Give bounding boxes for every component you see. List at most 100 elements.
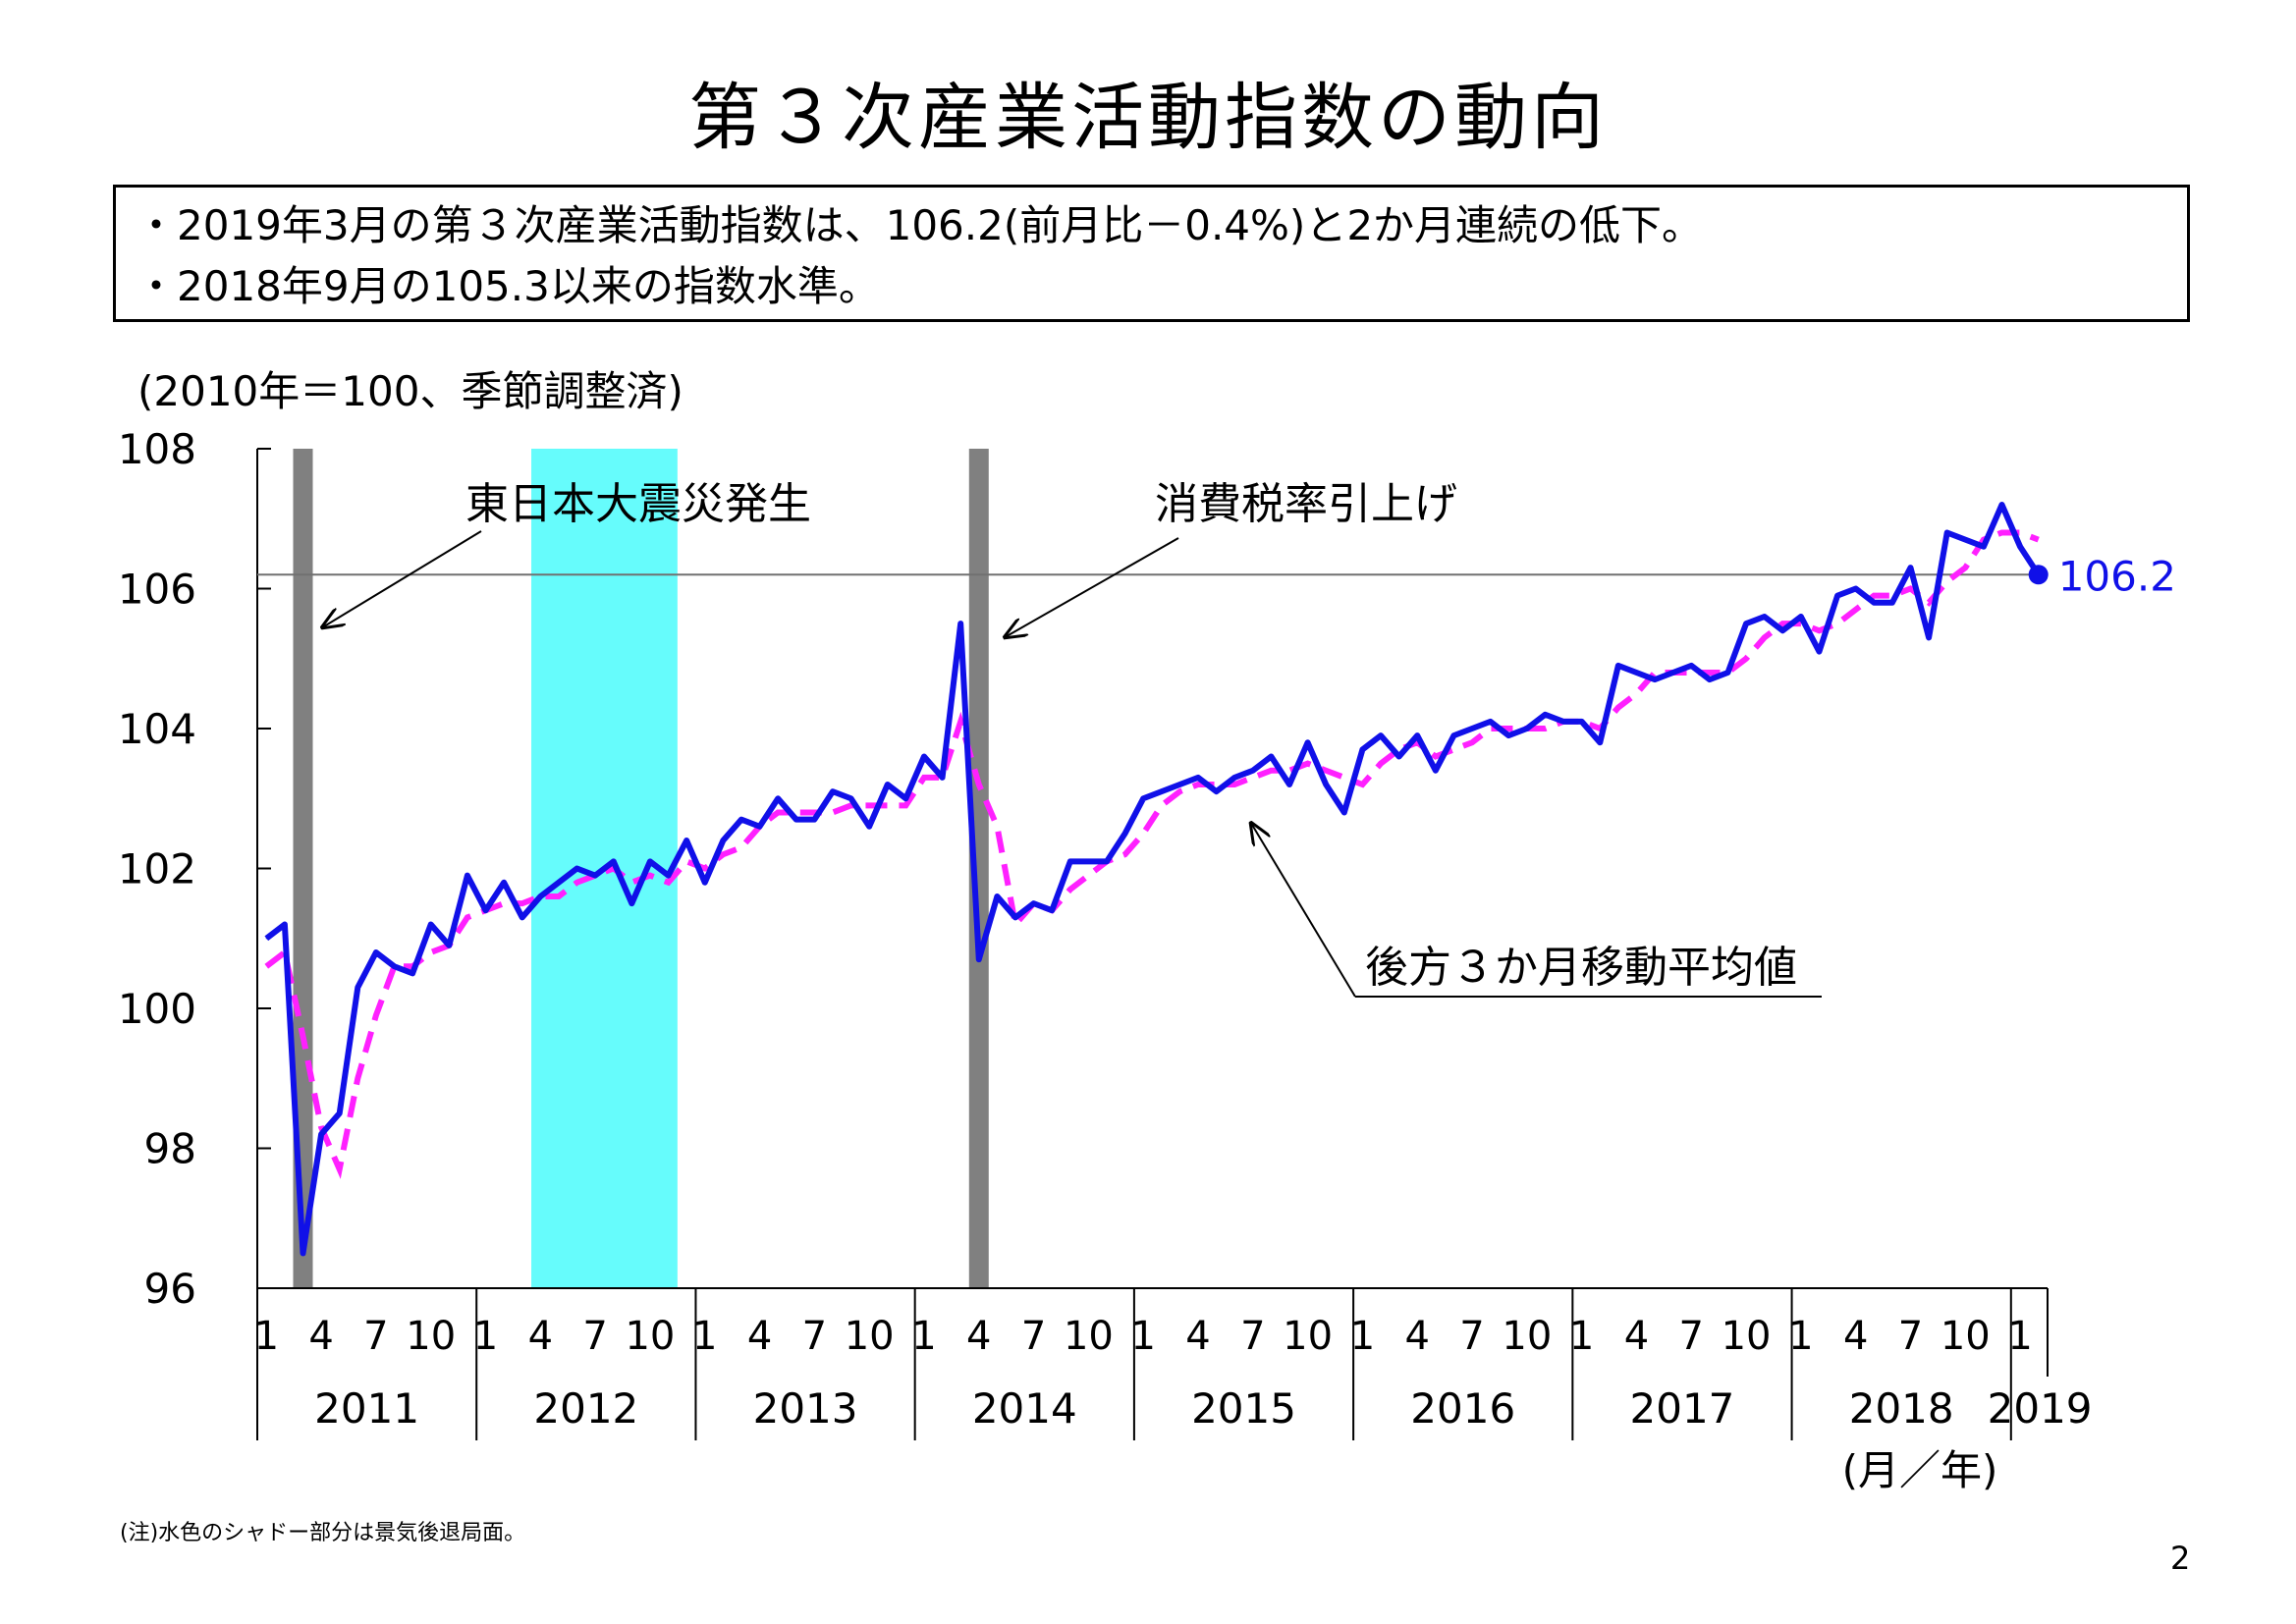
moving-average-arrow <box>1252 825 1356 998</box>
x-tick-label: 7 <box>1459 1314 1484 1359</box>
x-tick-label: 4 <box>966 1314 991 1359</box>
x-tick-label: 1 <box>473 1314 498 1359</box>
x-tick-label: 10 <box>1941 1314 1991 1359</box>
index-point <box>1964 539 1966 541</box>
index-point <box>1435 770 1437 772</box>
index-point <box>1726 672 1729 674</box>
index-point <box>575 867 578 870</box>
index-point <box>1452 734 1455 736</box>
index-point <box>1142 797 1144 799</box>
index-point <box>1891 602 1893 604</box>
index-point <box>740 819 742 821</box>
index-point <box>1690 665 1692 667</box>
index-line <box>264 502 2042 1257</box>
event-arrow-2 <box>1007 537 1179 636</box>
index-point <box>2000 504 2003 506</box>
index-point <box>1233 777 1235 779</box>
index-point <box>594 875 596 877</box>
index-point <box>558 882 560 884</box>
index-point <box>777 797 779 799</box>
index-point <box>1216 790 1218 792</box>
last-value-marker <box>2028 565 2049 585</box>
index-point <box>1764 616 1766 618</box>
x-tick-label: 1 <box>1350 1314 1375 1359</box>
index-point <box>1526 728 1528 730</box>
index-point <box>1745 623 1747 624</box>
x-tick-label: 4 <box>1843 1314 1868 1359</box>
x-tick-label: 1 <box>1130 1314 1155 1359</box>
x-tick-label: 4 <box>528 1314 553 1359</box>
y-tick-label: 106 <box>118 566 196 614</box>
index-point <box>1471 728 1473 730</box>
index-point <box>923 755 925 758</box>
index-point <box>1781 629 1783 631</box>
index-point <box>356 987 358 989</box>
index-point <box>630 902 632 904</box>
index-point <box>1343 811 1345 814</box>
year-label: 2018 <box>1849 1384 1954 1433</box>
index-point <box>1123 833 1126 835</box>
index-point <box>978 958 980 960</box>
index-point <box>704 882 706 884</box>
x-tick-label: 10 <box>1722 1314 1772 1359</box>
year-label: 2013 <box>753 1384 858 1433</box>
x-tick-label: 1 <box>1788 1314 1813 1359</box>
x-tick-label: 7 <box>802 1314 827 1359</box>
index-point <box>1380 734 1382 736</box>
summary-box: ・2019年3月の第３次産業活動指数は、106.2(前月比－0.4%)と2か月連… <box>113 185 2190 322</box>
x-axis-unit: (月／年) <box>1842 1446 1998 1494</box>
x-tick-label: 7 <box>1021 1314 1046 1359</box>
event-bar-2 <box>968 449 989 1288</box>
index-point <box>375 951 377 953</box>
index-point <box>320 1133 322 1135</box>
x-tick-label: 7 <box>1898 1314 1923 1359</box>
index-point <box>685 839 687 841</box>
index-point <box>1106 860 1108 862</box>
index-point <box>1544 714 1547 716</box>
index-point <box>849 797 852 799</box>
index-point <box>868 826 870 828</box>
index-point <box>1416 734 1418 736</box>
x-tick-label: 10 <box>1064 1314 1114 1359</box>
index-point <box>1398 755 1400 758</box>
index-point <box>1325 784 1327 785</box>
index-point <box>1252 770 1254 772</box>
x-tick-label: 4 <box>308 1314 333 1359</box>
x-tick-label: 7 <box>1240 1314 1265 1359</box>
index-point <box>1307 741 1309 743</box>
index-point <box>1161 790 1163 792</box>
y-tick-label: 104 <box>118 705 196 753</box>
page-title: 第３次産業活動指数の動向 <box>688 76 1608 160</box>
last-value-label: 106.2 <box>2058 552 2176 600</box>
index-point <box>466 875 468 877</box>
summary-line-2: ・2018年9月の105.3以来の指数水準。 <box>136 262 880 310</box>
year-label: 2012 <box>533 1384 638 1433</box>
index-point <box>1709 678 1711 680</box>
index-point <box>1014 916 1016 918</box>
index-point <box>1270 755 1273 758</box>
index-point <box>1197 777 1199 779</box>
index-point <box>758 826 761 828</box>
index-point <box>521 916 523 918</box>
year-label: 2011 <box>314 1384 419 1433</box>
x-tick-label: 7 <box>582 1314 607 1359</box>
x-tick-label: 10 <box>1502 1314 1552 1359</box>
y-tick-label: 100 <box>118 985 196 1033</box>
year-label: 2019 <box>1988 1384 2093 1433</box>
y-tick-label: 108 <box>118 425 196 473</box>
index-point <box>1818 651 1821 653</box>
x-tick-label: 10 <box>845 1314 895 1359</box>
index-point <box>667 875 670 877</box>
index-point <box>1836 595 1838 597</box>
index-point <box>1361 748 1364 750</box>
index-point <box>1490 721 1492 723</box>
event-label-1: 東日本大震災発生 <box>465 479 811 529</box>
x-tick-label: 7 <box>1679 1314 1704 1359</box>
index-point <box>813 819 815 821</box>
index-point <box>887 784 889 785</box>
index-point <box>1599 741 1601 743</box>
index-point <box>1654 678 1656 680</box>
x-tick-label: 4 <box>747 1314 772 1359</box>
index-point <box>1178 784 1181 785</box>
